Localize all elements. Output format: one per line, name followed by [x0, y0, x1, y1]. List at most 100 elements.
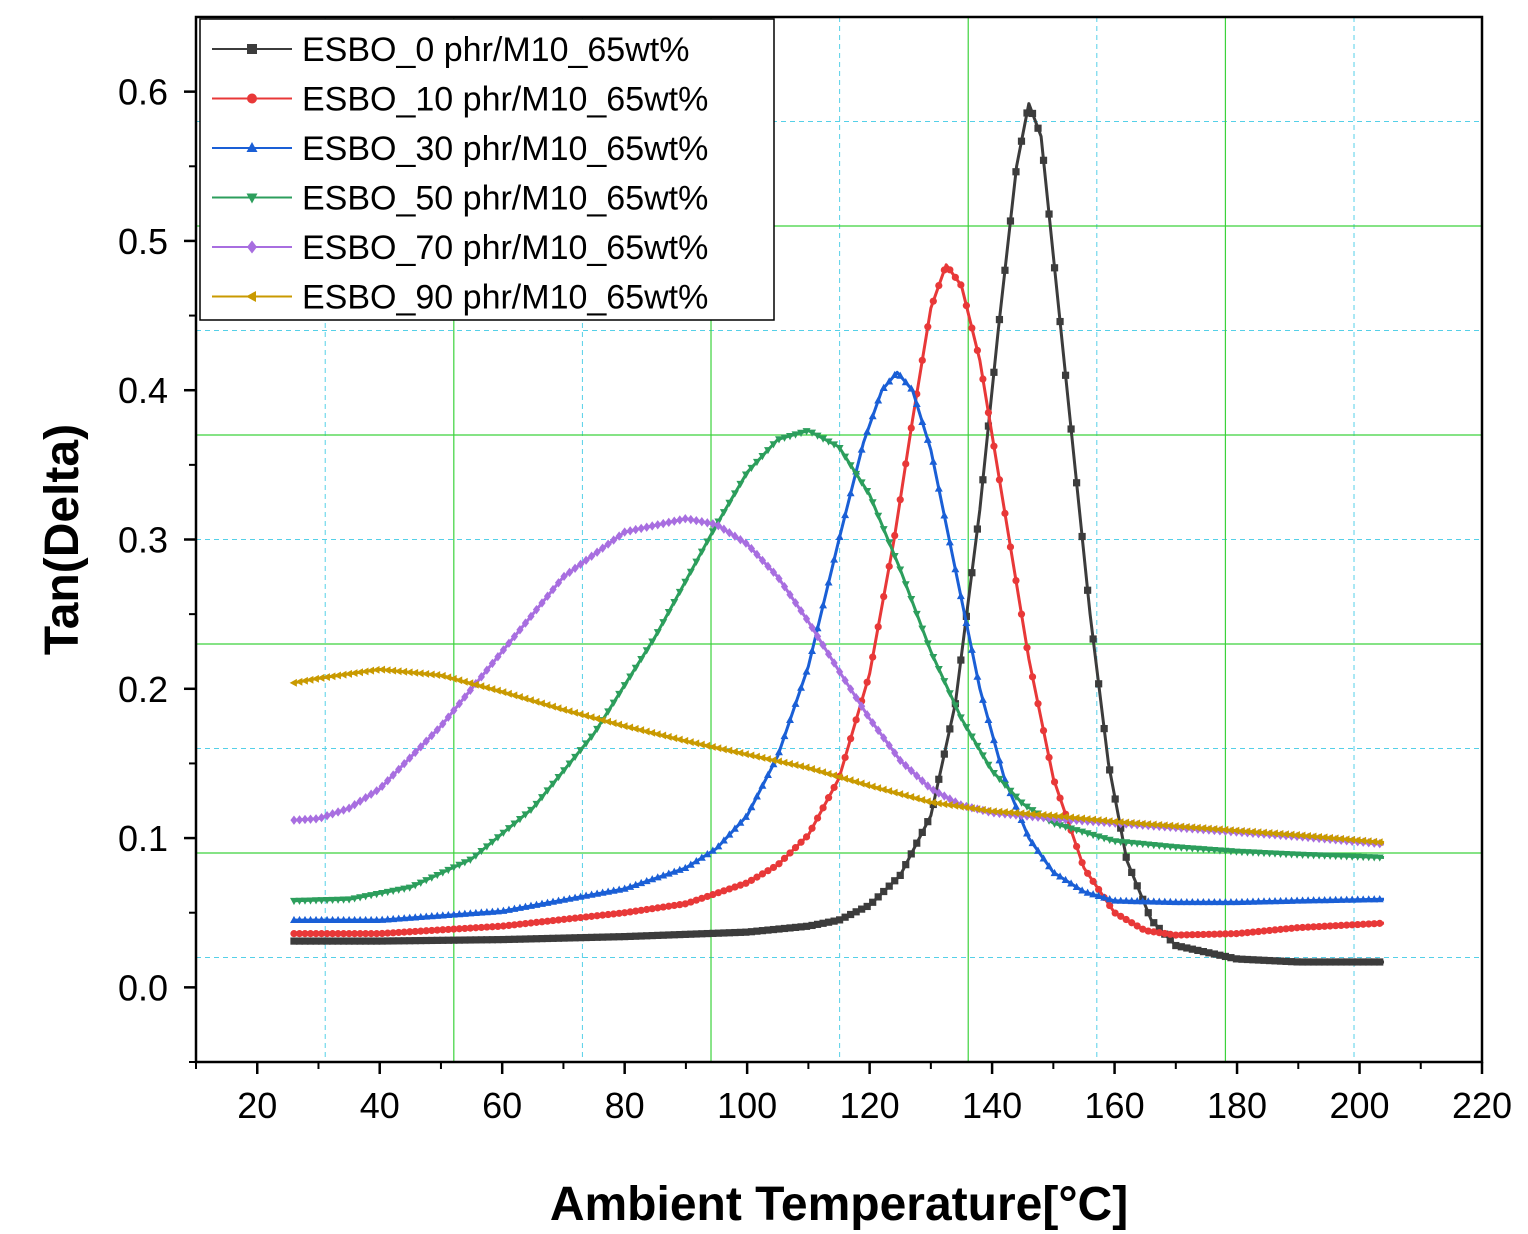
data-point	[665, 902, 673, 910]
data-point	[1166, 930, 1174, 938]
data-point	[1199, 897, 1208, 906]
data-point	[1249, 928, 1257, 936]
data-point	[880, 733, 888, 743]
data-point	[1138, 819, 1146, 828]
data-point	[1232, 826, 1240, 835]
data-point	[504, 905, 513, 913]
data-point	[1182, 822, 1190, 831]
data-point	[532, 935, 541, 943]
data-point	[1106, 901, 1114, 910]
data-point	[780, 854, 789, 862]
data-point	[411, 913, 420, 921]
data-point	[764, 447, 772, 455]
data-point	[665, 517, 673, 528]
data-point	[869, 898, 877, 906]
data-point	[698, 930, 706, 938]
data-point	[322, 673, 330, 682]
data-point	[769, 863, 778, 872]
data-point	[483, 923, 491, 931]
data-point	[1354, 958, 1362, 966]
data-point	[675, 588, 684, 597]
data-point	[1133, 882, 1141, 890]
data-point	[1160, 897, 1169, 905]
data-point	[890, 553, 899, 561]
data-point	[328, 809, 337, 819]
legend-item: ESBO_0 phr/M10_65wt%	[212, 31, 689, 69]
data-point	[885, 882, 893, 890]
data-point	[967, 804, 975, 813]
data-point	[1106, 766, 1114, 774]
data-point	[599, 911, 607, 919]
data-point	[472, 936, 480, 944]
data-point	[417, 927, 425, 935]
data-point	[995, 807, 1003, 816]
data-point	[351, 800, 359, 810]
data-point	[830, 783, 838, 792]
data-point	[1331, 834, 1339, 843]
data-point	[1354, 920, 1362, 929]
data-point	[1331, 852, 1340, 861]
data-point	[428, 936, 436, 945]
data-point	[334, 937, 342, 945]
data-point	[1226, 848, 1235, 856]
data-point	[317, 812, 326, 823]
data-point	[637, 906, 645, 914]
data-point	[786, 590, 794, 600]
data-point	[1177, 931, 1185, 939]
data-point	[361, 915, 370, 924]
data-point	[731, 531, 739, 541]
data-point	[477, 847, 486, 856]
data-point	[515, 693, 523, 701]
data-point	[384, 929, 392, 937]
legend-label: ESBO_50 phr/M10_65wt%	[302, 180, 708, 218]
data-point	[879, 526, 888, 534]
data-point	[1353, 895, 1362, 903]
data-point	[990, 442, 998, 450]
data-point	[295, 915, 304, 924]
data-point	[1165, 821, 1174, 830]
data-point	[388, 666, 397, 675]
data-point	[1089, 890, 1098, 898]
data-point	[753, 873, 761, 881]
data-point	[1210, 897, 1219, 906]
data-point	[444, 712, 452, 722]
data-point	[549, 584, 557, 595]
data-point	[422, 912, 431, 920]
data-point	[1039, 726, 1048, 735]
data-point	[906, 793, 915, 801]
data-point	[1238, 955, 1246, 963]
data-point	[1309, 852, 1318, 860]
data-point	[339, 805, 348, 815]
data-point	[945, 690, 954, 698]
data-point	[1271, 957, 1279, 965]
data-point	[411, 927, 419, 936]
data-point	[813, 624, 822, 632]
data-point	[896, 755, 904, 766]
data-point	[1359, 895, 1368, 903]
data-point	[846, 776, 854, 785]
data-point	[879, 785, 887, 794]
data-point	[1128, 919, 1136, 927]
data-point	[632, 932, 640, 940]
y-tick-label: 0.0	[118, 967, 168, 1008]
data-point	[532, 697, 540, 706]
data-point	[659, 619, 668, 627]
data-point	[521, 694, 529, 703]
data-point	[929, 785, 937, 795]
data-point	[698, 894, 706, 902]
data-point	[907, 765, 915, 776]
data-point	[918, 828, 926, 836]
y-tick-label: 0.1	[118, 818, 168, 859]
data-point	[295, 937, 304, 945]
data-point	[907, 424, 915, 432]
data-point	[295, 677, 303, 686]
data-point	[1221, 952, 1230, 961]
data-point	[378, 915, 387, 923]
data-point	[725, 830, 734, 838]
data-point	[515, 903, 524, 911]
data-point	[731, 928, 739, 937]
data-point	[1100, 724, 1108, 733]
data-point	[410, 668, 419, 677]
data-point	[940, 791, 948, 801]
data-point	[362, 793, 370, 803]
